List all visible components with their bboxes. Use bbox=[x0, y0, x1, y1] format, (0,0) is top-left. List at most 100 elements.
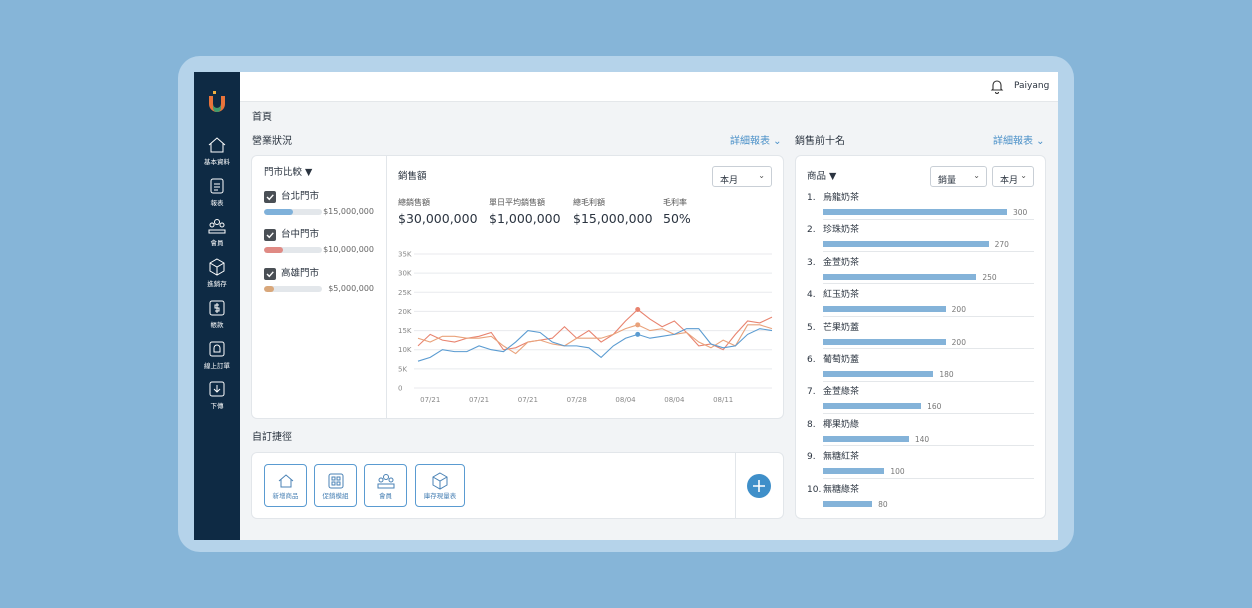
store-value: $15,000,000 bbox=[323, 207, 374, 216]
dropdown-text[interactable]: 本月 bbox=[1000, 176, 1019, 186]
chart-title: 銷售額 bbox=[398, 171, 427, 182]
dropdown-text[interactable]: 本月 bbox=[720, 176, 739, 186]
sales-value: 100 bbox=[890, 467, 905, 477]
rank: 4. bbox=[807, 290, 816, 301]
store-bar-track bbox=[264, 247, 322, 254]
bell-icon[interactable] bbox=[989, 79, 1005, 95]
row-divider bbox=[823, 348, 1034, 350]
period-dropdown[interactable]: 本月 ⌄ bbox=[712, 166, 772, 187]
nav-label[interactable]: 報表 bbox=[210, 198, 224, 207]
nav-label[interactable]: 帳款 bbox=[210, 320, 224, 329]
top-ten-filter[interactable]: 商品 ▼ bbox=[807, 171, 837, 182]
shortcut-button[interactable]: 會員 bbox=[364, 464, 407, 507]
store-bar bbox=[264, 209, 293, 215]
row-divider bbox=[823, 445, 1034, 447]
divider bbox=[735, 453, 736, 518]
sales-value: 180 bbox=[939, 370, 954, 379]
store-name: 高雄門市 bbox=[281, 267, 320, 279]
sales-value: 300 bbox=[1013, 208, 1028, 217]
nav-icon[interactable] bbox=[203, 175, 231, 197]
section-title: 營業狀況 bbox=[252, 136, 292, 147]
nav-icon[interactable] bbox=[203, 256, 231, 278]
product-name: 椰果奶綠 bbox=[823, 419, 860, 430]
product-name: 紅玉奶茶 bbox=[823, 290, 860, 301]
sales-bar bbox=[823, 468, 885, 475]
shortcut-icon[interactable] bbox=[428, 471, 452, 491]
shortcut-label[interactable]: 會員 bbox=[379, 492, 392, 500]
sales-bar bbox=[823, 273, 977, 280]
shortcuts-title: 自訂捷徑 bbox=[252, 432, 292, 443]
top-bar bbox=[240, 72, 1058, 102]
store-bar bbox=[264, 285, 274, 292]
shortcut-label[interactable]: 庫存現量表 bbox=[423, 492, 457, 500]
row-divider bbox=[823, 218, 1034, 220]
kpi-value: 50% bbox=[663, 211, 691, 226]
link-text[interactable]: 詳細報表 bbox=[730, 136, 770, 147]
nav-label[interactable]: 下傳 bbox=[210, 402, 224, 411]
store-bar-track bbox=[264, 285, 322, 292]
row-divider bbox=[823, 380, 1034, 382]
store-compare-title[interactable]: 門市比較 ▼ bbox=[264, 167, 313, 178]
nav-label[interactable]: 會員 bbox=[210, 239, 224, 248]
sales-value: 200 bbox=[951, 305, 966, 315]
store-value: $10,000,000 bbox=[323, 245, 374, 255]
business-card bbox=[251, 155, 784, 419]
checkbox[interactable] bbox=[264, 267, 276, 280]
shortcut-icon[interactable] bbox=[374, 471, 398, 491]
sales-bar bbox=[823, 403, 922, 410]
user-name[interactable]: Paiyang bbox=[1014, 81, 1050, 91]
row-divider bbox=[823, 250, 1034, 252]
sales-bar bbox=[823, 500, 873, 507]
metric-dropdown[interactable]: 銷量 ⌄ bbox=[930, 166, 987, 187]
sales-bar bbox=[823, 371, 934, 377]
row-divider bbox=[823, 477, 1034, 479]
nav-icon[interactable] bbox=[203, 338, 231, 360]
nav-icon[interactable] bbox=[203, 378, 231, 400]
detail-link[interactable]: 詳細報表 ⌄ bbox=[730, 136, 782, 147]
nav-label[interactable]: 線上訂單 bbox=[204, 361, 230, 370]
shortcut-button[interactable]: 新增商品 bbox=[264, 464, 307, 507]
product-name: 金萱綠茶 bbox=[823, 387, 860, 398]
shortcut-button[interactable]: 庫存現量表 bbox=[415, 464, 465, 507]
rank: 2. bbox=[807, 225, 816, 236]
kpi-label: 毛利率 bbox=[663, 198, 687, 207]
shortcut-icon[interactable] bbox=[324, 471, 348, 491]
nav-icon[interactable] bbox=[203, 134, 231, 156]
sales-bar bbox=[823, 209, 1007, 215]
link-text[interactable]: 詳細報表 bbox=[993, 136, 1033, 147]
rank: 9. bbox=[807, 452, 816, 463]
store-bar bbox=[264, 247, 284, 254]
product-name: 葡萄奶蓋 bbox=[823, 355, 860, 365]
detail-link[interactable]: 詳細報表 ⌄ bbox=[993, 136, 1045, 147]
sidebar: 基本資料報表會員進銷存帳款線上訂單下傳 bbox=[194, 72, 240, 540]
checkbox[interactable] bbox=[264, 191, 276, 203]
nav-label[interactable]: 進銷存 bbox=[207, 280, 227, 289]
checkbox[interactable] bbox=[264, 229, 276, 242]
top-ten-card bbox=[795, 155, 1046, 519]
rank: 5. bbox=[807, 322, 816, 333]
shortcut-label[interactable]: 促銷模組 bbox=[322, 492, 349, 500]
breadcrumb[interactable]: 首頁 bbox=[252, 112, 272, 123]
shortcut-icon[interactable] bbox=[274, 471, 298, 491]
shortcut-label[interactable]: 新增商品 bbox=[272, 492, 299, 500]
nav-label[interactable]: 基本資料 bbox=[204, 158, 230, 166]
product-name: 無糖紅茶 bbox=[823, 452, 860, 463]
add-shortcut-button[interactable] bbox=[747, 474, 771, 498]
nav-icon[interactable] bbox=[203, 215, 231, 237]
sales-value: 200 bbox=[951, 337, 966, 347]
rank: 1. bbox=[807, 193, 816, 203]
row-divider bbox=[823, 315, 1034, 317]
rank: 7. bbox=[807, 387, 816, 398]
shortcut-button[interactable]: 促銷模組 bbox=[314, 464, 357, 507]
kpi-value: $1,000,000 bbox=[489, 211, 561, 226]
period-dropdown[interactable]: 本月 ⌄ bbox=[992, 166, 1034, 187]
sales-value: 160 bbox=[927, 402, 942, 412]
logo[interactable] bbox=[194, 88, 240, 128]
dropdown-text[interactable]: 銷量 bbox=[938, 176, 957, 186]
divider bbox=[386, 156, 387, 418]
nav-icon[interactable] bbox=[203, 297, 231, 319]
store-name: 台北門市 bbox=[281, 191, 320, 202]
rank: 10. bbox=[807, 484, 822, 495]
store-bar-track bbox=[264, 209, 322, 215]
